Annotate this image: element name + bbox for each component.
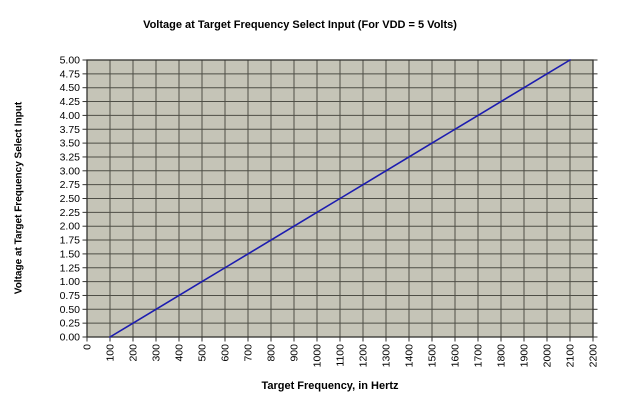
axis-ticks — [82, 59, 598, 342]
x-tick-label: 200 — [128, 344, 140, 362]
x-tick-label: 900 — [289, 344, 301, 362]
y-tick-label: 3.00 — [60, 165, 81, 177]
x-tick-label: 2000 — [542, 344, 554, 368]
y-tick-label: 4.25 — [60, 96, 81, 108]
x-tick-label: 400 — [174, 344, 186, 362]
y-tick-labels: 0.00 0.25 0.50 0.75 1.00 1.25 1.501.75 2.00 2.25… — [60, 55, 81, 344]
x-axis-title: Target Frequency, in Hertz — [261, 380, 399, 392]
x-tick-label: 1400 — [404, 344, 416, 368]
x-tick-label: 700 — [243, 344, 255, 362]
y-tick-label: 4.00 — [60, 110, 81, 122]
x-tick-label: 1300 — [381, 344, 393, 368]
y-tick-label: 3.75 — [60, 124, 81, 136]
x-tick-label: 1200 — [358, 344, 370, 368]
y-tick-label: 1.25 — [60, 262, 81, 274]
y-tick-label: 0.75 — [60, 290, 81, 302]
x-tick-label: 1600 — [450, 344, 462, 368]
y-tick-label: 1.00 — [60, 276, 81, 288]
y-tick-label: 0.50 — [60, 304, 81, 316]
y-tick-label: 2.00 — [60, 221, 81, 233]
x-tick-label: 800 — [266, 344, 278, 362]
x-tick-label: 1800 — [496, 344, 508, 368]
y-tick-label: 2.75 — [60, 179, 81, 191]
x-tick-labels: 0 100 200 300 400 500 600 700 800 900 1000 1100 1200… — [82, 344, 600, 368]
x-tick-label: 0 — [82, 344, 94, 350]
x-tick-label: 1700 — [473, 344, 485, 368]
y-tick-label: 2.25 — [60, 207, 81, 219]
x-tick-label: 300 — [151, 344, 163, 362]
y-axis-title: Voltage at Target Frequency Select Input — [13, 101, 25, 295]
x-tick-label: 1000 — [312, 344, 324, 368]
x-tick-label: 600 — [220, 344, 232, 362]
y-tick-label: 0.25 — [60, 318, 81, 330]
y-tick-label: 4.75 — [60, 68, 81, 80]
x-tick-label: 100 — [105, 344, 117, 362]
chart-title: Voltage at Target Frequency Select Input… — [143, 19, 457, 31]
y-tick-label: 2.50 — [60, 193, 81, 205]
y-tick-label: 4.50 — [60, 82, 81, 94]
y-tick-label: 3.50 — [60, 138, 81, 150]
y-tick-label: 1.75 — [60, 235, 81, 247]
x-tick-label: 1900 — [519, 344, 531, 368]
x-tick-label: 2100 — [565, 344, 577, 368]
y-tick-label: 5.00 — [60, 55, 81, 67]
x-tick-label: 1500 — [427, 344, 439, 368]
y-tick-label: 3.25 — [60, 151, 81, 163]
y-tick-label: 0.00 — [60, 332, 81, 344]
x-tick-label: 2200 — [588, 344, 600, 368]
x-tick-label: 500 — [197, 344, 209, 362]
data-series-line — [109, 59, 571, 338]
x-tick-label: 1100 — [335, 344, 347, 367]
y-tick-label: 1.50 — [60, 248, 81, 260]
